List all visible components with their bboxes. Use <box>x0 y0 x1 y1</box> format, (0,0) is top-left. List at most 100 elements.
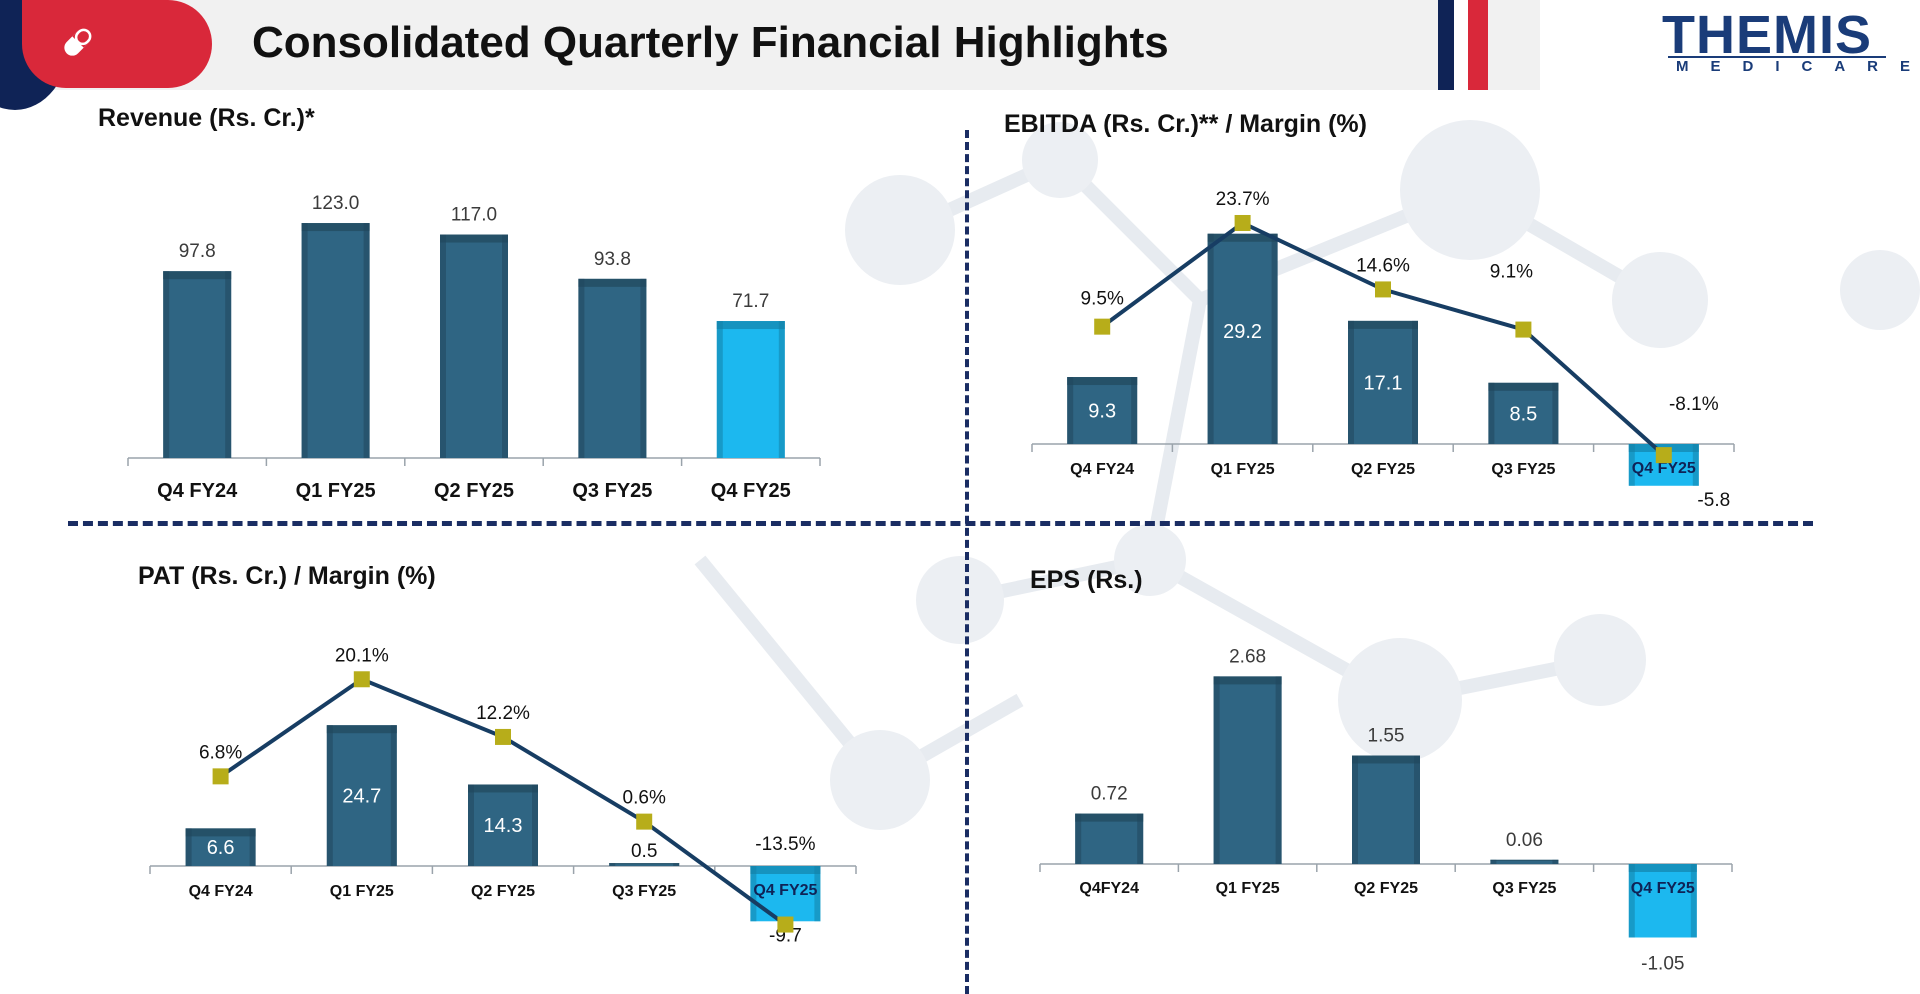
ebitda-margin-marker <box>1094 318 1111 335</box>
header-pill <box>22 0 212 88</box>
pat-value-label: 6.6 <box>207 837 235 859</box>
logo-divider <box>1668 56 1886 58</box>
revenue-category-label: Q2 FY25 <box>434 480 514 502</box>
pat-bar-bevel-top <box>468 784 538 793</box>
pat-margin-marker <box>212 768 229 785</box>
revenue-bar-bevel-right <box>363 223 370 458</box>
eps-value-label: 2.68 <box>1229 646 1266 667</box>
pat-bar-bevel-right <box>673 863 680 866</box>
ebitda-bar-bevel-left <box>1348 320 1354 444</box>
ebitda-margin-label: 23.7% <box>1216 189 1270 210</box>
eps-bar <box>1490 859 1559 864</box>
revenue-bar-bevel-top <box>716 321 785 330</box>
pat-category-label: Q3 FY25 <box>612 883 676 900</box>
pat-margin-marker <box>353 671 370 688</box>
eps-bar-bevel-left <box>1490 859 1497 864</box>
ebitda-chart-title: EBITDA (Rs. Cr.)** / Margin (%) <box>1004 110 1367 138</box>
revenue-value-label: 93.8 <box>594 249 631 270</box>
ebitda-margin-marker <box>1375 281 1391 298</box>
revenue-chart-title: Revenue (Rs. Cr.)* <box>98 104 315 132</box>
ebitda-bar-bevel-right <box>1692 444 1699 486</box>
revenue-bar <box>578 278 647 458</box>
flag-stripe-red <box>1468 0 1488 90</box>
revenue-bar-bevel-right <box>225 271 232 458</box>
ebitda-bar-bevel-top <box>1207 233 1278 242</box>
revenue-value-label: 71.7 <box>732 291 769 312</box>
ebitda-bar-bevel-right <box>1271 233 1278 444</box>
eps-bar-bevel-right <box>1690 864 1697 938</box>
eps-bar <box>1213 676 1282 864</box>
pat-value-label: -9.7 <box>769 925 802 946</box>
pat-bar <box>609 863 680 866</box>
ebitda-bar-bevel-right <box>1552 382 1559 444</box>
flag-stripe-navy <box>1438 0 1454 90</box>
revenue-category-label: Q4 FY25 <box>711 480 791 502</box>
pat-margin-marker <box>495 728 511 745</box>
revenue-value-label: 97.8 <box>179 241 216 262</box>
ebitda-value-label: 8.5 <box>1509 403 1537 425</box>
pat-margin-marker <box>777 916 794 933</box>
revenue-bar-bevel-top <box>163 271 232 280</box>
eps-bar-bevel-right <box>1414 755 1420 864</box>
revenue-bar <box>440 234 508 458</box>
eps-bar-bevel-left <box>1352 755 1358 864</box>
revenue-bar-bevel-top <box>578 278 647 287</box>
eps-bar-bevel-right <box>1275 676 1282 864</box>
revenue-bar-bevel-top <box>301 223 370 232</box>
revenue-category-label: Q4 FY24 <box>157 480 238 502</box>
ebitda-category-label: Q2 FY25 <box>1351 461 1415 478</box>
ebitda-margin-label: -8.1% <box>1669 394 1719 415</box>
pat-category-label: Q4 FY24 <box>189 883 253 900</box>
pat-bar-bevel-right <box>814 866 821 922</box>
pat-bar-bevel-left <box>185 828 192 866</box>
ebitda-category-label: Q1 FY25 <box>1211 461 1275 478</box>
ebitda-margin-marker <box>1655 447 1672 464</box>
pat-category-label: Q1 FY25 <box>330 883 394 900</box>
revenue-category-label: Q3 FY25 <box>572 480 652 502</box>
ebitda-margin-marker <box>1234 214 1251 231</box>
revenue-bar-bevel-left <box>716 321 723 458</box>
pat-bar-bevel-right <box>390 725 397 866</box>
pat-bar <box>750 866 821 922</box>
ebitda-bar-bevel-left <box>1207 233 1214 444</box>
ebitda-bar-bevel-right <box>1131 377 1138 444</box>
revenue-bar-bevel-left <box>301 223 308 458</box>
ebitda-bar-bevel-left <box>1488 382 1495 444</box>
ebitda-bar <box>1488 382 1559 444</box>
revenue-value-label: 117.0 <box>451 205 497 226</box>
pat-bar-bevel-left <box>750 866 757 922</box>
pat-bar <box>468 784 538 866</box>
eps-bar-bevel-right <box>1137 813 1144 864</box>
revenue-bar <box>301 223 370 458</box>
revenue-bar-bevel-right <box>502 234 508 458</box>
pat-value-label: 14.3 <box>484 815 523 837</box>
revenue-bar-bevel-right <box>778 321 785 458</box>
eps-value-label: 0.06 <box>1506 830 1543 851</box>
flag-stripe-white <box>1454 0 1468 90</box>
ebitda-bar-bevel-top <box>1348 320 1418 329</box>
pat-margin-marker <box>636 813 653 830</box>
pat-bar-bevel-right <box>532 784 538 866</box>
vertical-divider <box>965 130 969 994</box>
revenue-bar-bevel-left <box>578 278 585 458</box>
pat-bar-bevel-top <box>750 866 821 874</box>
ebitda-bar-bevel-top <box>1067 377 1138 386</box>
pat-bar-bevel-top <box>326 725 397 734</box>
horizontal-divider <box>68 521 1813 526</box>
ebitda-category-label: Q4 FY25 <box>1632 460 1696 477</box>
ebitda-value-label: 17.1 <box>1364 372 1403 394</box>
revenue-bar-bevel-left <box>163 271 170 458</box>
eps-category-label: Q1 FY25 <box>1216 880 1280 897</box>
pat-bar-bevel-left <box>468 784 474 866</box>
ebitda-bar-bevel-left <box>1067 377 1074 444</box>
ebitda-value-label: -5.8 <box>1697 490 1730 511</box>
eps-bar <box>1628 864 1697 938</box>
ebitda-category-label: Q4 FY24 <box>1070 461 1134 478</box>
revenue-bar-bevel-top <box>440 234 508 243</box>
eps-bar-bevel-left <box>1213 676 1220 864</box>
ebitda-value-label: 29.2 <box>1223 321 1262 343</box>
pat-bar <box>326 725 397 866</box>
eps-bar <box>1352 755 1420 864</box>
pat-bar-bevel-top <box>185 828 256 837</box>
